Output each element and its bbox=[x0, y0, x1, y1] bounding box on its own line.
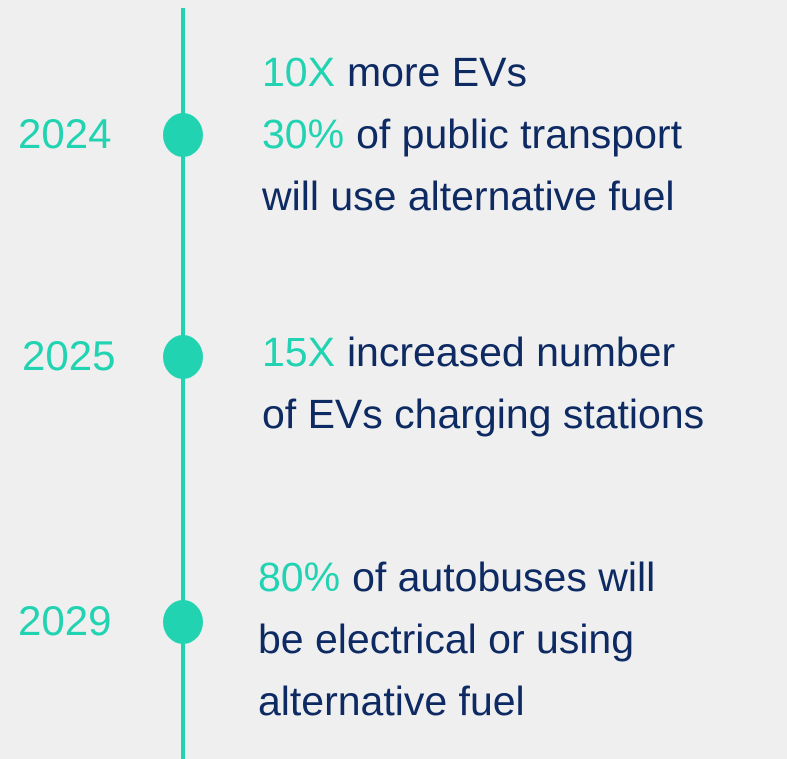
description: will use alternative fuel bbox=[261, 173, 674, 219]
description-line: be electrical or using bbox=[258, 616, 634, 662]
description: of autobuses will bbox=[352, 554, 655, 600]
description: of EVs charging stations bbox=[262, 391, 704, 437]
description-line: will use alternative fuel bbox=[261, 173, 674, 219]
description-line: 10X more EVs bbox=[262, 49, 527, 95]
timeline-dot bbox=[163, 600, 203, 644]
timeline-dot bbox=[163, 113, 203, 157]
description-line: 80% of autobuses will bbox=[258, 554, 655, 600]
highlight: 80% bbox=[258, 554, 340, 600]
description-line: alternative fuel bbox=[258, 678, 525, 724]
description: be electrical or using bbox=[258, 616, 634, 662]
timeline-dot bbox=[163, 335, 203, 379]
year-label: 2025 bbox=[22, 332, 115, 379]
highlight: 15X bbox=[262, 329, 335, 375]
description-line: 15X increased number bbox=[262, 329, 675, 375]
highlight: 10X bbox=[262, 49, 335, 95]
description: increased number bbox=[347, 329, 675, 375]
year-label: 2029 bbox=[18, 597, 111, 644]
year-label: 2024 bbox=[18, 110, 111, 157]
description: more EVs bbox=[347, 49, 527, 95]
description: alternative fuel bbox=[258, 678, 525, 724]
description-line: of EVs charging stations bbox=[262, 391, 704, 437]
description-line: 30% of public transport bbox=[262, 111, 683, 157]
description: of public transport bbox=[356, 111, 683, 157]
highlight: 30% bbox=[262, 111, 344, 157]
